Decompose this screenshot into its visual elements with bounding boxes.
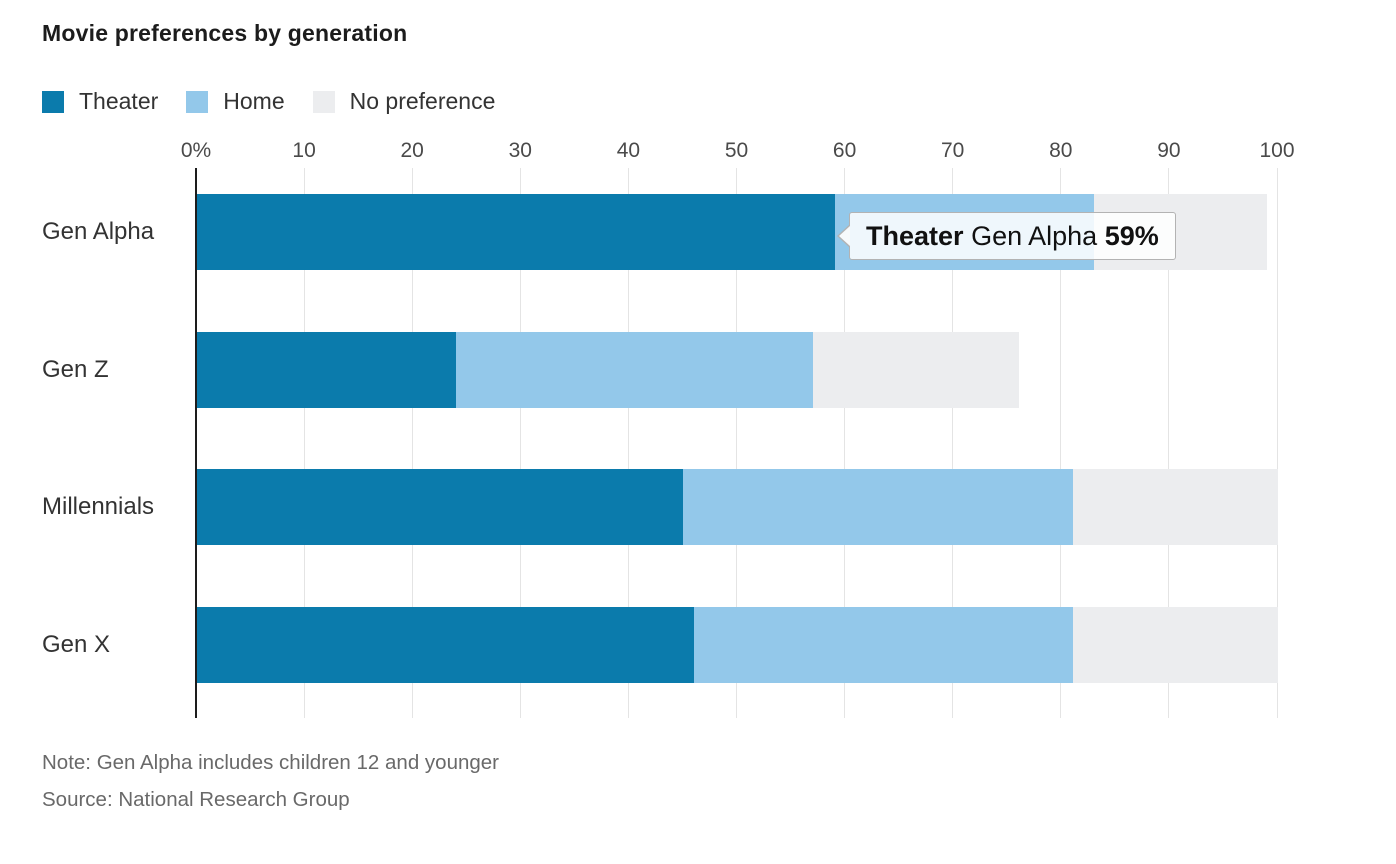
bar-segment-home-gen-x[interactable] [694, 606, 1073, 683]
legend-swatch-home [186, 90, 209, 113]
bar-segment-home-millennials[interactable] [683, 469, 1073, 545]
bar-segment-theater-gen-alpha[interactable] [197, 194, 835, 270]
x-axis-tick-label: 80 [1049, 139, 1073, 162]
gridline [736, 168, 737, 718]
bar-row-millennials [197, 469, 1278, 545]
legend-item-home: Home [186, 88, 285, 115]
gridline [1168, 168, 1170, 718]
legend: Theater Home No preference [42, 88, 523, 115]
x-axis-tick-label: 90 [1157, 139, 1181, 162]
bar-segment-theater-gen-x[interactable] [197, 606, 695, 683]
legend-item-no-preference: No preference [312, 88, 496, 115]
x-axis-tick-label: 10 [292, 139, 316, 162]
tooltip-value: 59% [1104, 220, 1159, 251]
legend-swatch-no-preference [312, 90, 335, 113]
gridline [303, 168, 305, 718]
x-axis-tick-label: 30 [508, 139, 532, 162]
bar-segment-no-preference-gen-z[interactable] [813, 331, 1019, 408]
tooltip-category: Gen Alpha [971, 220, 1098, 251]
gridline [1060, 168, 1062, 718]
tooltip: Theater Gen Alpha 59% [849, 212, 1176, 260]
legend-label: No preference [349, 88, 496, 114]
gridline [952, 168, 954, 718]
gridline [844, 168, 846, 718]
legend-label: Home [223, 88, 285, 114]
legend-swatch-theater [42, 90, 64, 113]
bar-segment-no-preference-millennials[interactable] [1072, 469, 1278, 545]
x-axis-tick-label: 0% [180, 139, 212, 162]
bar-segment-theater-millennials[interactable] [197, 469, 684, 545]
category-label-gen-alpha: Gen Alpha [42, 218, 155, 245]
x-axis-tick-label: 70 [941, 139, 965, 162]
x-axis-tick-label: 50 [724, 139, 749, 162]
gridline [627, 168, 629, 718]
x-axis-tick-label: 60 [832, 139, 857, 162]
bar-segment-theater-gen-z[interactable] [197, 331, 457, 408]
x-axis-tick-label: 100 [1259, 139, 1295, 162]
legend-label: Theater [79, 88, 159, 114]
x-axis-tick-label: 20 [400, 139, 424, 162]
x-axis-tick-label: 40 [616, 139, 641, 162]
gridline [1276, 168, 1278, 718]
bar-row-gen-z [197, 331, 1277, 408]
legend-item-theater: Theater [42, 88, 158, 115]
bar-segment-home-gen-z[interactable] [456, 331, 814, 408]
chart-title: Movie preferences by generation [42, 20, 408, 46]
category-label-gen-z: Gen Z [42, 355, 109, 383]
category-label-millennials: Millennials [42, 493, 155, 520]
bar-segment-no-preference-gen-x[interactable] [1072, 606, 1278, 683]
chart-source: Source: National Research Group [42, 788, 350, 811]
category-label-gen-x: Gen X [42, 630, 111, 658]
tooltip-series: Theater [866, 220, 964, 251]
bar-row-gen-x [197, 606, 1278, 683]
chart-note: Note: Gen Alpha includes children 12 and… [42, 751, 500, 774]
y-axis-line [195, 168, 197, 718]
gridline [519, 168, 521, 718]
gridline [411, 168, 413, 718]
